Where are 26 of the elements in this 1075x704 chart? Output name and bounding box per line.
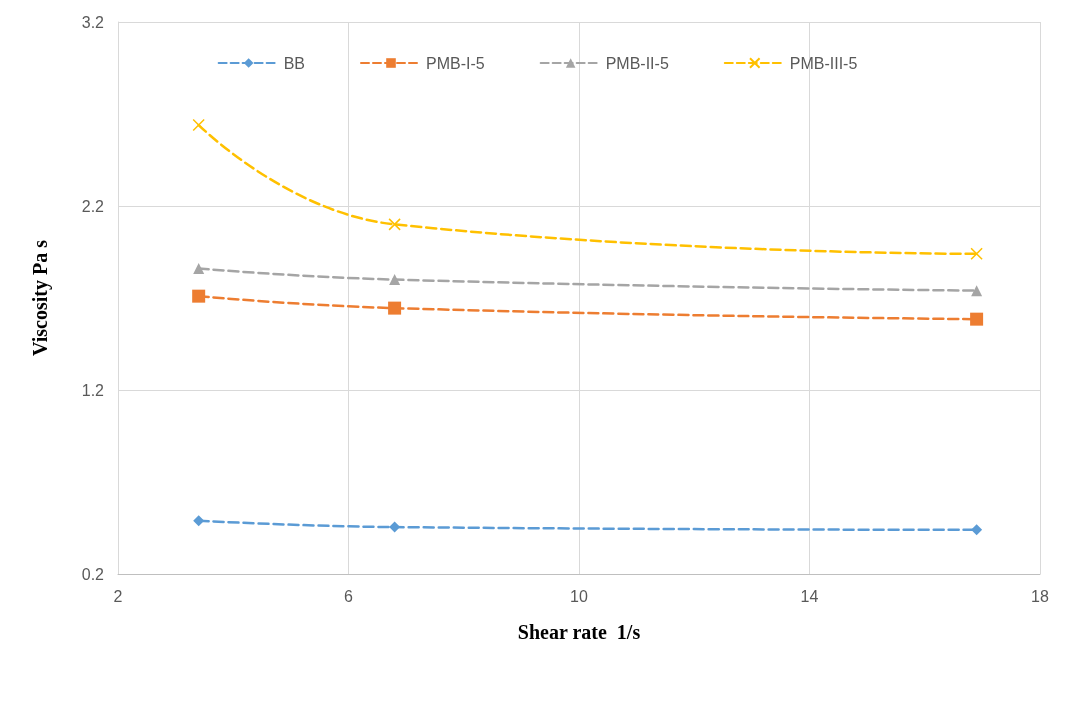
point bbox=[971, 285, 983, 297]
point bbox=[193, 263, 205, 275]
point bbox=[388, 301, 402, 315]
x-tick-label: 10 bbox=[570, 587, 588, 605]
legend-label: BB bbox=[283, 54, 305, 72]
y-axis-title: Viscosity Pa s bbox=[29, 239, 52, 356]
point bbox=[970, 247, 983, 261]
x-axis-title: Shear rate 1/s bbox=[517, 621, 641, 643]
legend-label: PMB-I-5 bbox=[426, 54, 485, 72]
x-tick-label: 14 bbox=[800, 587, 819, 605]
point bbox=[192, 118, 205, 132]
x-tick-label: 2 bbox=[113, 587, 123, 605]
y-tick-label: 1.2 bbox=[81, 381, 105, 399]
point bbox=[192, 289, 206, 303]
point bbox=[971, 524, 983, 536]
y-tick-label: 3.2 bbox=[81, 13, 105, 31]
legend-label: PMB-III-5 bbox=[789, 54, 858, 72]
point bbox=[388, 218, 401, 231]
y-tick-label: 2.2 bbox=[81, 197, 105, 215]
point bbox=[970, 312, 984, 326]
point bbox=[389, 274, 401, 286]
y-tick-label: 0.2 bbox=[81, 565, 105, 583]
x-tick-label: 18 bbox=[1031, 587, 1049, 605]
legend-label: PMB-II-5 bbox=[605, 54, 669, 72]
point bbox=[193, 515, 205, 527]
x-tick-label: 6 bbox=[344, 587, 354, 605]
